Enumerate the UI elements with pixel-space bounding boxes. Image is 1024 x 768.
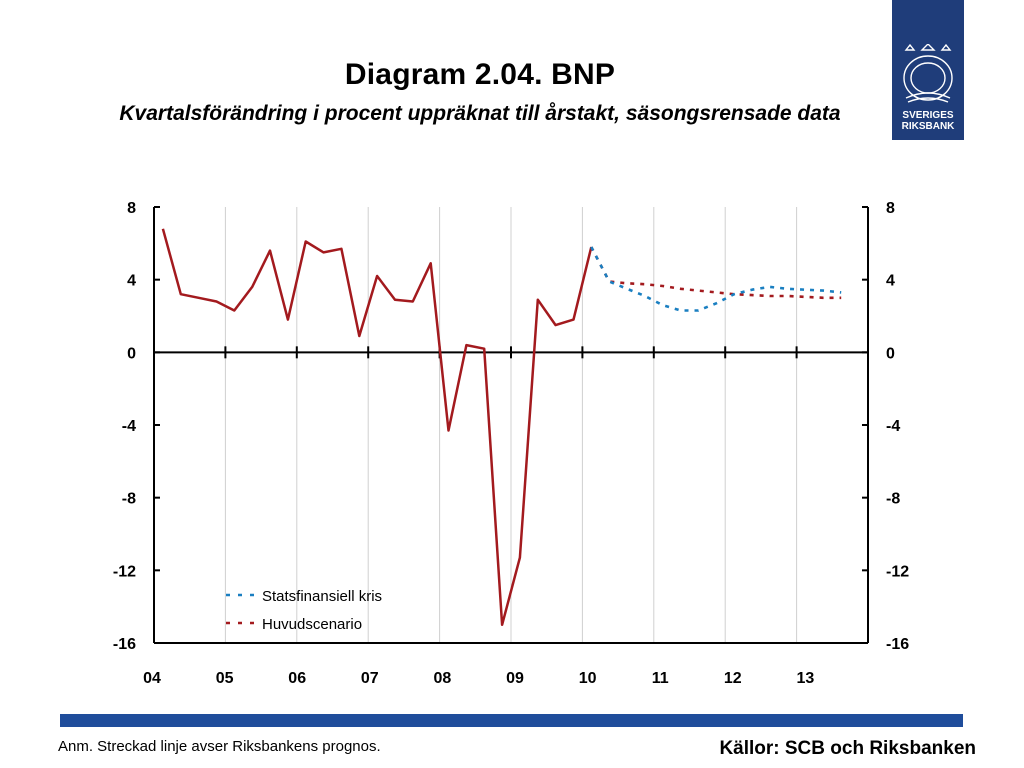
x-tick-label: 13 — [797, 670, 815, 687]
y-tick-label-left: 0 — [127, 345, 136, 362]
y-tick-label-left: -12 — [113, 563, 136, 580]
x-tick-label: 07 — [361, 670, 379, 687]
x-tick-label: 11 — [652, 670, 669, 687]
y-tick-label-left: 4 — [127, 273, 136, 290]
y-tick-label-right: 4 — [886, 273, 895, 290]
x-tick-label: 05 — [216, 670, 234, 687]
x-tick-label: 04 — [143, 670, 161, 687]
logo-text-line2: RIKSBANK — [901, 121, 955, 132]
y-tick-label-right: -8 — [886, 491, 900, 508]
legend-label: Statsfinansiell kris — [262, 588, 382, 605]
y-tick-label-right: 8 — [886, 200, 895, 217]
x-tick-label: 06 — [288, 670, 306, 687]
chart-subtitle: Kvartalsförändring i procent uppräknat t… — [119, 102, 841, 125]
logo-text-line1: SVERIGES — [902, 110, 954, 121]
series-line-statsfinansiell-kris — [590, 246, 842, 312]
crown-crest-icon — [903, 44, 953, 103]
labels-layer: 8 8 4 4 0 0 -4 -4 -8 -8 -12 -12 -16 -16 04 05 06 07 08 09 10… — [113, 200, 909, 687]
sources-label: Källor: SCB och Riksbanken — [719, 738, 976, 759]
y-tick-label-right: -12 — [886, 563, 909, 580]
x-tick-label: 08 — [434, 670, 452, 687]
chart-title: Diagram 2.04. BNP — [344, 58, 616, 91]
x-tick-label: 12 — [724, 670, 742, 687]
y-tick-label-right: 0 — [886, 345, 895, 362]
y-tick-label-right: -16 — [886, 636, 909, 653]
footnote: Anm. Streckad linje avser Riksbankens pr… — [58, 738, 381, 755]
series-layer — [161, 228, 842, 627]
y-tick-label-left: -16 — [113, 636, 136, 653]
y-tick-label-right: -4 — [886, 418, 900, 435]
riksbank-logo: SVERIGES RIKSBANK — [892, 0, 964, 140]
y-tick-label-left: -4 — [122, 418, 136, 435]
x-tick-label: 10 — [579, 670, 597, 687]
gdp-line-chart: 8 8 4 4 0 0 -4 -4 -8 -8 -12 -12 -16 -16 04 05 06 07 08 09 10… — [113, 200, 909, 687]
grid-layer — [224, 207, 798, 643]
footer-bar — [60, 714, 963, 727]
y-tick-label-left: -8 — [122, 491, 136, 508]
x-tick-label: 09 — [506, 670, 524, 687]
y-tick-label-left: 8 — [127, 200, 136, 217]
series-line-utfall — [161, 228, 593, 627]
series-line-huvudscenario — [590, 246, 842, 300]
legend-label: Huvudscenario — [262, 616, 362, 633]
legend: Statsfinansiell kris Huvudscenario — [226, 588, 382, 633]
axes-layer — [153, 206, 869, 644]
